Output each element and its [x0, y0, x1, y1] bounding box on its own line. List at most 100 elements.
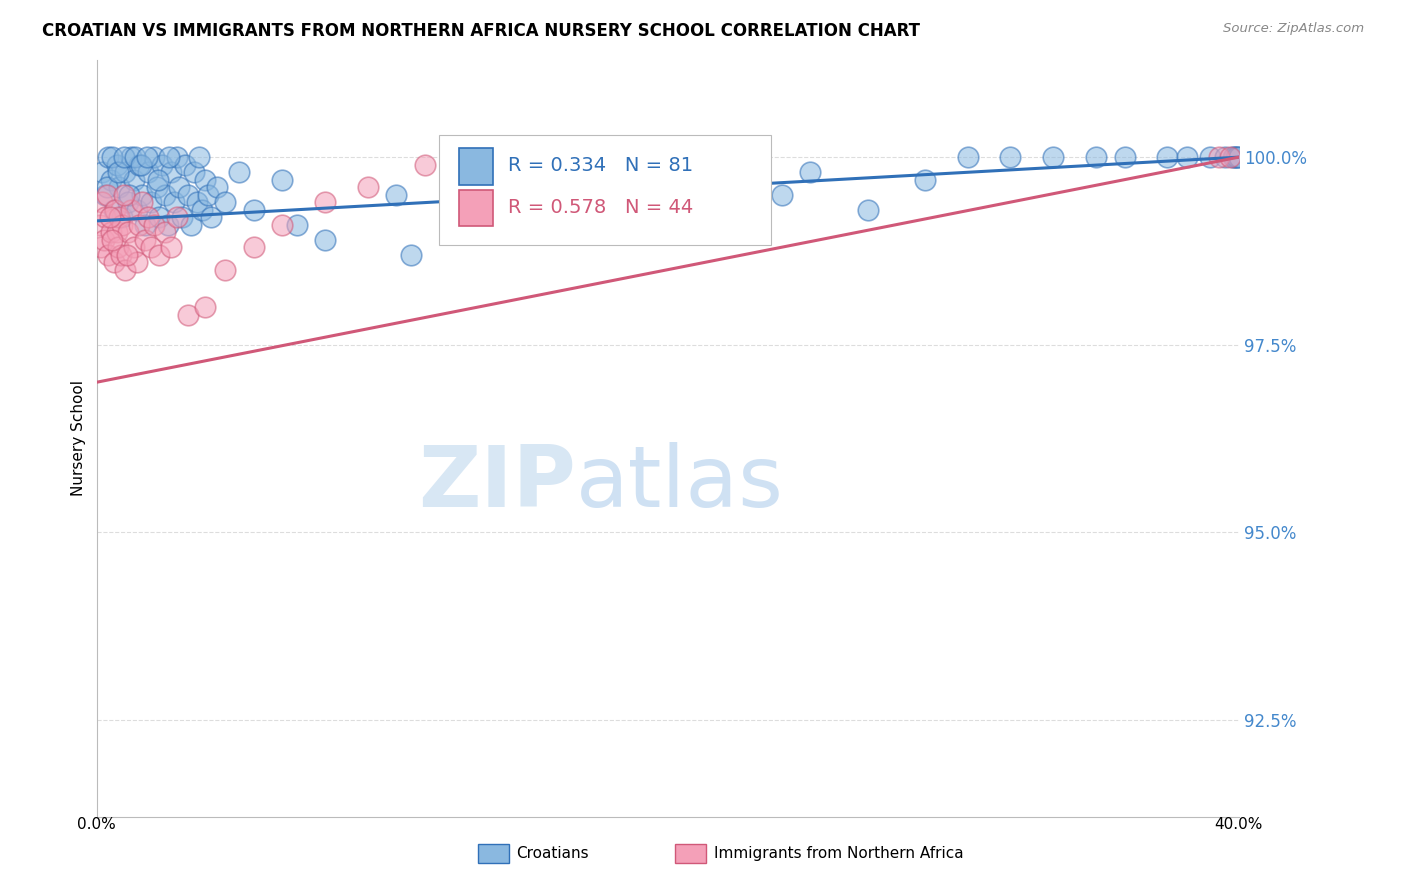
Point [1199, 150, 1222, 164]
Point [413, 158, 436, 172]
Point [314, 195, 336, 210]
Point [714, 150, 737, 164]
Point [97, 248, 120, 262]
Point [956, 150, 979, 164]
Point [385, 187, 408, 202]
Point [205, 180, 228, 194]
Point [214, 195, 236, 210]
Point [153, 225, 176, 239]
Point [1222, 150, 1244, 164]
Point [131, 187, 153, 202]
Point [1227, 150, 1250, 164]
Text: 0.0%: 0.0% [77, 817, 117, 832]
Point [177, 187, 200, 202]
Point [285, 218, 308, 232]
Point [166, 150, 188, 164]
Bar [458, 148, 494, 185]
Point [114, 165, 136, 179]
Point [124, 150, 146, 164]
Point [160, 240, 183, 254]
Point [1208, 150, 1230, 164]
Point [107, 240, 129, 254]
Point [399, 248, 422, 262]
Point [112, 150, 135, 164]
Point [112, 187, 135, 202]
Point [103, 202, 125, 217]
Point [117, 195, 139, 210]
Point [242, 240, 264, 254]
Point [101, 150, 124, 164]
Point [242, 202, 264, 217]
Point [214, 262, 236, 277]
Point [94, 210, 117, 224]
Point [1219, 150, 1241, 164]
Point [104, 202, 127, 217]
Point [114, 262, 136, 277]
Point [271, 172, 294, 186]
Point [128, 158, 150, 172]
Point [96, 187, 118, 202]
Point [91, 165, 114, 179]
Point [1085, 150, 1108, 164]
Point [142, 150, 165, 164]
Point [120, 150, 142, 164]
Point [1213, 150, 1236, 164]
Point [134, 233, 156, 247]
Point [139, 195, 162, 210]
Point [914, 172, 936, 186]
Point [194, 172, 217, 186]
Point [657, 180, 679, 194]
Point [770, 187, 793, 202]
Point [228, 165, 250, 179]
Point [105, 225, 128, 239]
Point [120, 202, 142, 217]
Point [96, 180, 118, 194]
Point [148, 248, 170, 262]
Point [129, 158, 152, 172]
Point [194, 300, 217, 314]
Point [146, 172, 169, 186]
Point [180, 218, 202, 232]
Point [100, 225, 122, 239]
Point [153, 187, 176, 202]
Point [131, 195, 153, 210]
Point [159, 150, 181, 164]
Point [148, 210, 170, 224]
Y-axis label: Nursery School: Nursery School [72, 381, 86, 497]
Text: Source: ZipAtlas.com: Source: ZipAtlas.com [1223, 22, 1364, 36]
Point [117, 225, 139, 239]
Point [105, 158, 128, 172]
Point [177, 308, 200, 322]
Point [314, 233, 336, 247]
Point [169, 180, 191, 194]
Point [183, 165, 205, 179]
Point [100, 172, 122, 186]
Point [115, 248, 138, 262]
Point [110, 248, 132, 262]
Text: ZIP: ZIP [419, 442, 576, 525]
Point [160, 165, 183, 179]
Point [136, 165, 159, 179]
Point [191, 202, 214, 217]
Point [103, 255, 125, 269]
Point [150, 158, 173, 172]
Point [142, 218, 165, 232]
Point [513, 165, 536, 179]
Point [107, 165, 129, 179]
Point [93, 233, 115, 247]
Point [101, 233, 124, 247]
Point [571, 210, 593, 224]
Point [139, 240, 162, 254]
Point [94, 187, 117, 202]
Text: R = 0.334   N = 81: R = 0.334 N = 81 [508, 156, 693, 175]
Point [1114, 150, 1136, 164]
Point [357, 180, 380, 194]
Point [457, 195, 479, 210]
Point [111, 218, 134, 232]
FancyBboxPatch shape [439, 136, 770, 245]
Point [166, 210, 188, 224]
Text: CROATIAN VS IMMIGRANTS FROM NORTHERN AFRICA NURSERY SCHOOL CORRELATION CHART: CROATIAN VS IMMIGRANTS FROM NORTHERN AFR… [42, 22, 920, 40]
Point [157, 218, 180, 232]
Point [128, 218, 150, 232]
Point [1042, 150, 1064, 164]
